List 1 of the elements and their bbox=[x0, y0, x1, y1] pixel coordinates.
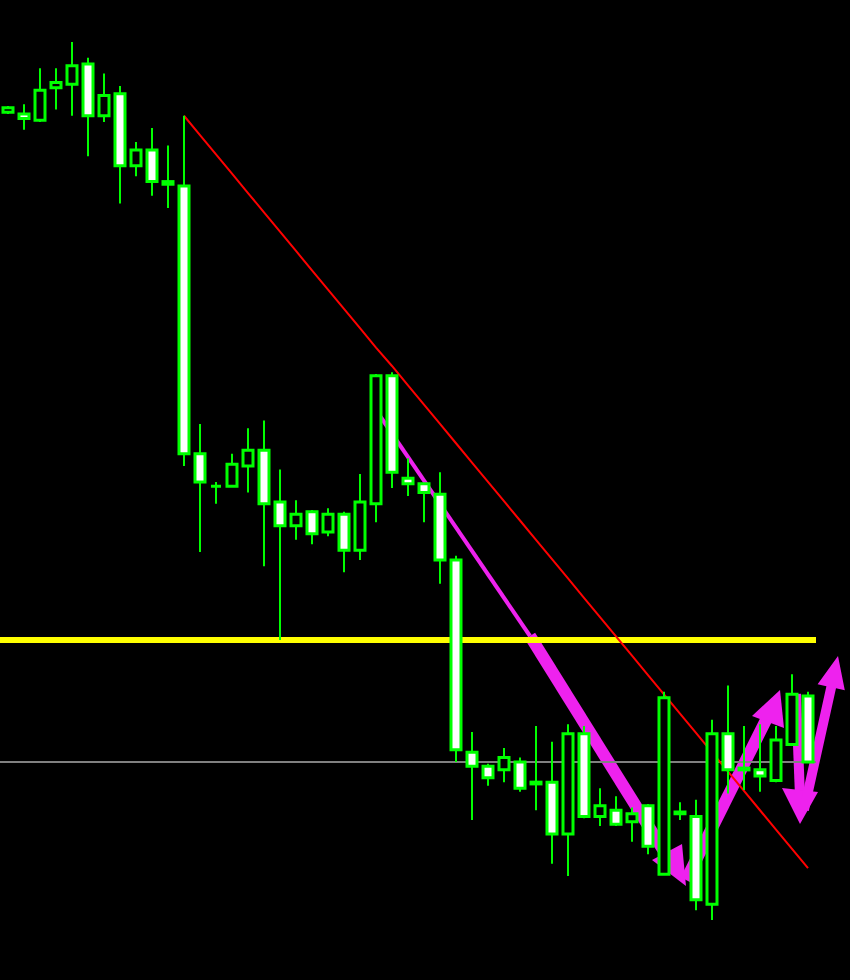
candlestick bbox=[209, 480, 223, 505]
